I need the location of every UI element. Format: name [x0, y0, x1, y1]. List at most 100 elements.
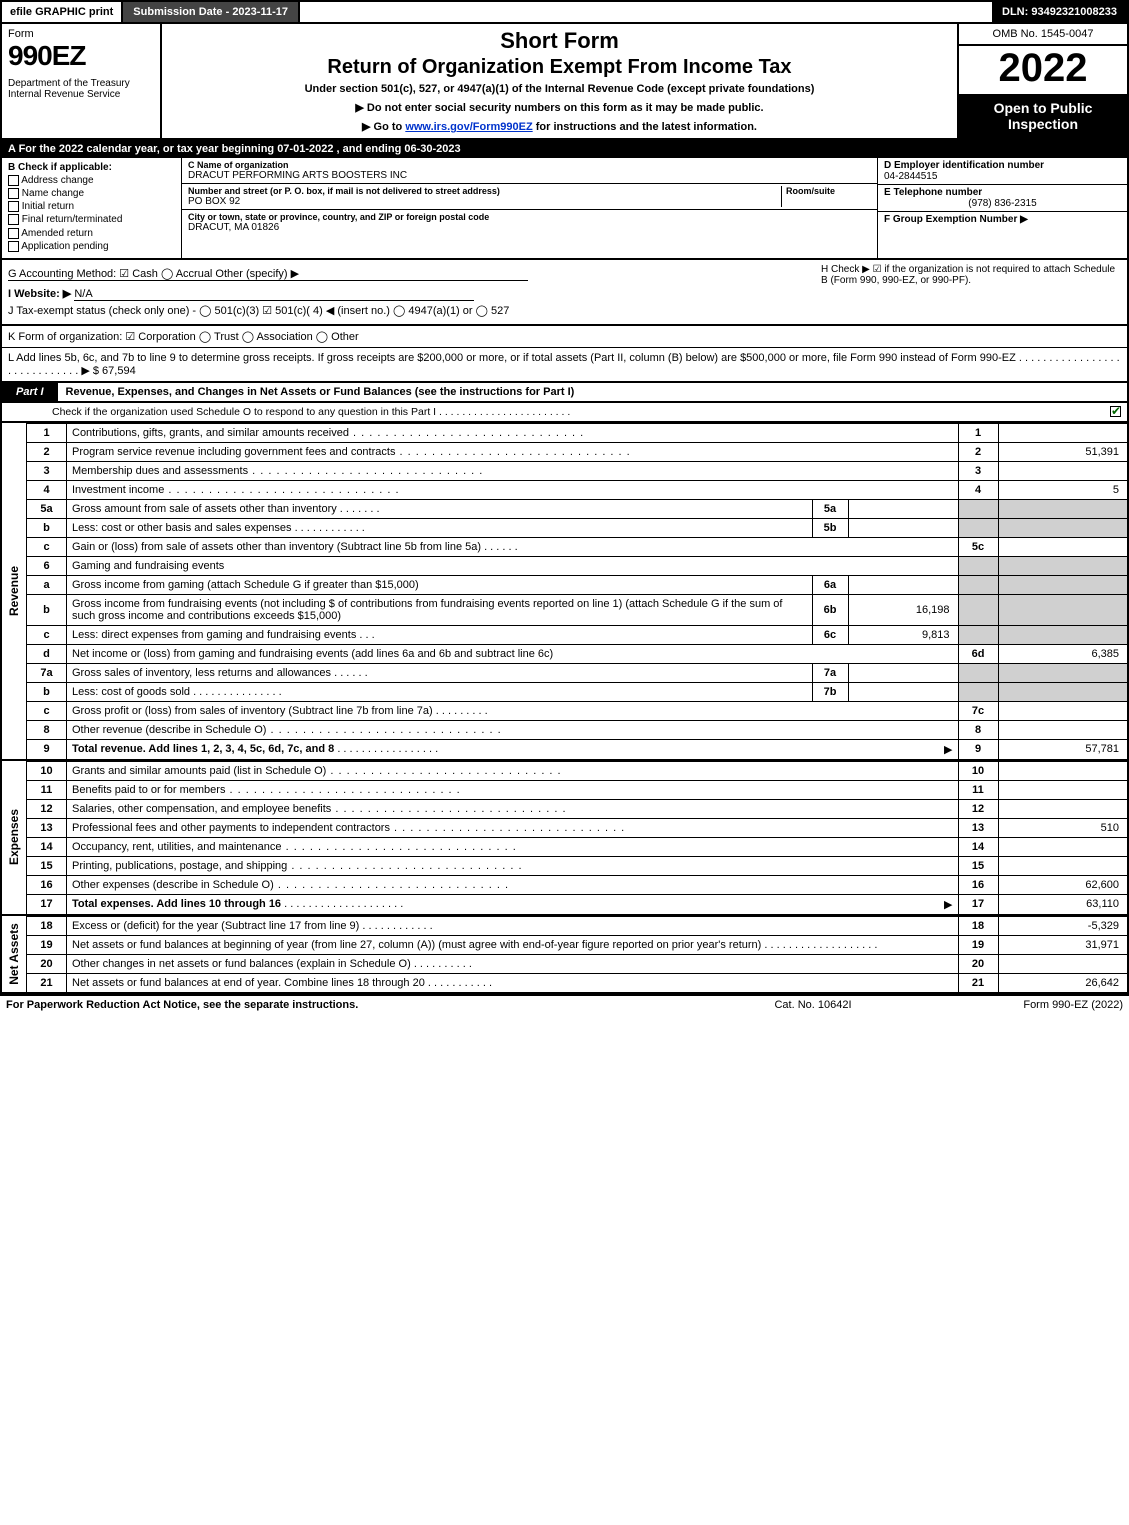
tel-value: (978) 836-2315 [884, 198, 1121, 209]
line-desc: Contributions, gifts, grants, and simila… [72, 427, 349, 439]
line-desc: Benefits paid to or for members [72, 784, 225, 796]
mid-lbl: 5b [812, 518, 848, 537]
misc-block: H Check ▶ ☑ if the organization is not r… [0, 260, 1129, 326]
goto-post: for instructions and the latest informat… [533, 121, 757, 133]
line-12: 12Salaries, other compensation, and empl… [27, 799, 1129, 818]
ein-row: D Employer identification number 04-2844… [878, 158, 1127, 185]
line-desc: Membership dues and assessments [72, 465, 248, 477]
l-line: L Add lines 5b, 6c, and 7b to line 9 to … [0, 348, 1129, 383]
dln-label: DLN: 93492321008233 [992, 2, 1127, 22]
cb-label: Address change [21, 175, 93, 186]
line-num: 2 [27, 442, 67, 461]
part1-sub-checkbox[interactable] [1110, 406, 1121, 417]
submission-date-button[interactable]: Submission Date - 2023-11-17 [123, 2, 300, 22]
shade-cell [998, 518, 1128, 537]
line-6: 6Gaming and fundraising events [27, 556, 1129, 575]
line-desc: Gross income from gaming (attach Schedul… [67, 575, 813, 594]
line-val [998, 537, 1128, 556]
line-num: 6 [27, 556, 67, 575]
netassets-section: Net Assets 18Excess or (deficit) for the… [0, 916, 1129, 994]
i-line: I Website: ▶ N/A [8, 287, 1121, 301]
line-desc: Professional fees and other payments to … [72, 822, 390, 834]
line-7c: cGross profit or (loss) from sales of in… [27, 701, 1129, 720]
line-desc: Other expenses (describe in Schedule O) [72, 879, 274, 891]
efile-print-button[interactable]: efile GRAPHIC print [2, 2, 123, 22]
block-bcdef: B Check if applicable: Address change Na… [0, 158, 1129, 260]
row-a-taxyear: A For the 2022 calendar year, or tax yea… [0, 140, 1129, 158]
line-5b: bLess: cost or other basis and sales exp… [27, 518, 1129, 537]
line-num: 14 [27, 837, 67, 856]
line-val: 57,781 [998, 739, 1128, 760]
line-rlbl: 11 [958, 780, 998, 799]
netassets-side-label: Net Assets [0, 916, 26, 994]
header-left: Form 990EZ Department of the Treasury In… [2, 24, 162, 138]
line-rlbl: 13 [958, 818, 998, 837]
line-rlbl: 2 [958, 442, 998, 461]
part1-sub-text: Check if the organization used Schedule … [52, 406, 1110, 418]
line-desc: Grants and similar amounts paid (list in… [72, 765, 326, 777]
line-desc: Net income or (loss) from gaming and fun… [67, 644, 959, 663]
line-num: 10 [27, 761, 67, 780]
line-num: 19 [27, 935, 67, 954]
line-val: 31,971 [998, 935, 1128, 954]
line-rlbl: 7c [958, 701, 998, 720]
line-val [998, 799, 1128, 818]
topbar: efile GRAPHIC print Submission Date - 20… [0, 0, 1129, 24]
line-desc: Salaries, other compensation, and employ… [72, 803, 331, 815]
mid-val [848, 499, 958, 518]
revenue-section: Revenue 1Contributions, gifts, grants, a… [0, 423, 1129, 761]
line-7a: 7aGross sales of inventory, less returns… [27, 663, 1129, 682]
cb-amended-return[interactable]: Amended return [8, 228, 175, 239]
line-num: 5a [27, 499, 67, 518]
line-num: b [27, 518, 67, 537]
website-value: N/A [74, 288, 474, 301]
tel-label: E Telephone number [884, 187, 1121, 198]
header-right: OMB No. 1545-0047 2022 Open to Public In… [957, 24, 1127, 138]
cb-name-change[interactable]: Name change [8, 188, 175, 199]
line-desc: Less: direct expenses from gaming and fu… [72, 629, 356, 641]
page-footer: For Paperwork Reduction Act Notice, see … [0, 994, 1129, 1014]
line-val: 63,110 [998, 894, 1128, 915]
line-rlbl: 19 [958, 935, 998, 954]
group-row: F Group Exemption Number ▶ [878, 212, 1127, 227]
goto-line: ▶ Go to www.irs.gov/Form990EZ for instru… [168, 120, 951, 133]
cb-final-return[interactable]: Final return/terminated [8, 214, 175, 225]
shade-cell [998, 575, 1128, 594]
mid-lbl: 6c [812, 625, 848, 644]
goto-pre: ▶ Go to [362, 121, 405, 133]
line-6b: bGross income from fundraising events (n… [27, 594, 1129, 625]
mid-lbl: 6b [812, 594, 848, 625]
cb-initial-return[interactable]: Initial return [8, 201, 175, 212]
line-21: 21Net assets or fund balances at end of … [27, 973, 1129, 993]
mid-val: 9,813 [848, 625, 958, 644]
line-rlbl: 14 [958, 837, 998, 856]
ein-label: D Employer identification number [884, 160, 1121, 171]
line-2: 2Program service revenue including gover… [27, 442, 1129, 461]
line-val: 51,391 [998, 442, 1128, 461]
org-name: DRACUT PERFORMING ARTS BOOSTERS INC [188, 170, 871, 181]
irs-link[interactable]: www.irs.gov/Form990EZ [405, 121, 532, 133]
line-desc: Other revenue (describe in Schedule O) [72, 724, 266, 736]
line-val [998, 701, 1128, 720]
cb-application-pending[interactable]: Application pending [8, 241, 175, 252]
footer-right: Form 990-EZ (2022) [923, 999, 1123, 1011]
line-num: 21 [27, 973, 67, 993]
col-b-checkboxes: B Check if applicable: Address change Na… [2, 158, 182, 258]
street-value: PO BOX 92 [188, 196, 781, 207]
line-num: a [27, 575, 67, 594]
line-val: 26,642 [998, 973, 1128, 993]
cb-address-change[interactable]: Address change [8, 175, 175, 186]
mid-val [848, 682, 958, 701]
line-num: b [27, 594, 67, 625]
city-label: City or town, state or province, country… [188, 212, 871, 222]
shade-cell [998, 594, 1128, 625]
line-20: 20Other changes in net assets or fund ba… [27, 954, 1129, 973]
line-5a: 5aGross amount from sale of assets other… [27, 499, 1129, 518]
line-5c: cGain or (loss) from sale of assets othe… [27, 537, 1129, 556]
line-num: b [27, 682, 67, 701]
netassets-label-text: Net Assets [7, 923, 21, 985]
expenses-side-label: Expenses [0, 761, 26, 916]
line-rlbl: 21 [958, 973, 998, 993]
line-num: 16 [27, 875, 67, 894]
line-val [998, 461, 1128, 480]
